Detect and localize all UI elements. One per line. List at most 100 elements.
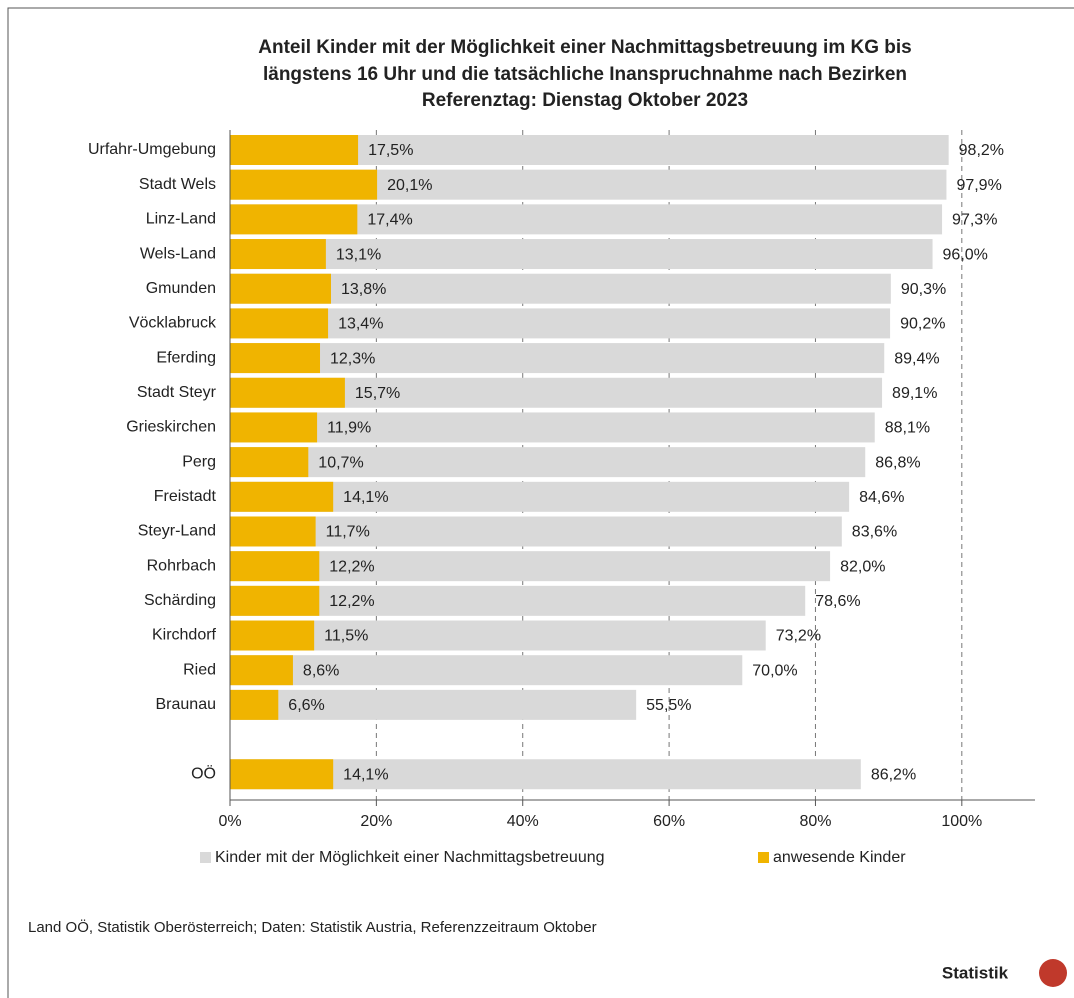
data-label: 13,1%	[336, 246, 381, 263]
data-label: 14,1%	[343, 766, 388, 783]
bar	[230, 620, 315, 651]
data-label: 82,0%	[840, 558, 885, 575]
bar	[230, 516, 316, 547]
data-label: 6,6%	[288, 697, 324, 714]
y-tick-label: Freistadt	[154, 488, 217, 505]
data-label: 97,3%	[952, 212, 997, 229]
chart-title: Anteil Kinder mit der Möglichkeit einer …	[258, 37, 912, 58]
data-label: 11,9%	[327, 420, 371, 437]
data-label: 90,2%	[900, 316, 945, 333]
data-label: 96,0%	[943, 246, 988, 263]
logo-mark	[1039, 959, 1067, 987]
y-tick-label: Urfahr-Umgebung	[88, 141, 216, 158]
x-tick-label: 60%	[653, 813, 685, 830]
bar	[230, 343, 321, 374]
bar	[230, 585, 320, 616]
y-tick-label: Steyr-Land	[138, 523, 216, 540]
legend-label: anwesende Kinder	[773, 849, 906, 866]
bar	[230, 412, 875, 443]
bar	[230, 273, 331, 304]
x-tick-label: 80%	[799, 813, 831, 830]
data-label: 98,2%	[959, 142, 1004, 159]
legend-swatch	[200, 852, 211, 863]
data-label: 15,7%	[355, 385, 400, 402]
y-tick-label: Schärding	[144, 592, 216, 609]
y-tick-label: Grieskirchen	[126, 419, 216, 436]
frame	[7, 7, 1074, 998]
bar	[230, 551, 320, 582]
bar	[230, 239, 933, 270]
bar	[230, 689, 279, 720]
bar	[230, 481, 334, 512]
bar	[230, 135, 359, 165]
data-label: 20,1%	[387, 177, 432, 194]
data-label: 89,1%	[892, 385, 937, 402]
data-label: 13,8%	[341, 281, 386, 298]
data-label: 86,8%	[875, 454, 920, 471]
y-tick-label: Ried	[183, 661, 216, 678]
x-tick-label: 40%	[507, 813, 539, 830]
data-label: 12,2%	[329, 593, 374, 610]
bar	[230, 343, 885, 374]
bar	[230, 689, 637, 720]
data-label: 17,5%	[368, 142, 413, 159]
data-label: 73,2%	[776, 628, 821, 645]
y-tick-label: Stadt Wels	[139, 176, 216, 193]
x-tick-label: 0%	[218, 813, 241, 830]
bar	[230, 447, 309, 478]
bar	[230, 169, 378, 200]
data-label: 97,9%	[956, 177, 1001, 194]
x-tick-label: 100%	[941, 813, 982, 830]
y-tick-label: Braunau	[156, 696, 217, 713]
bar	[230, 308, 329, 339]
legend-swatch	[758, 852, 769, 863]
bar	[230, 551, 831, 582]
data-label: 11,5%	[324, 628, 368, 645]
bar	[230, 447, 866, 478]
bar	[230, 655, 743, 686]
data-label: 70,0%	[752, 662, 797, 679]
bar	[230, 239, 326, 270]
data-label: 55,5%	[646, 697, 691, 714]
data-label: 88,1%	[885, 420, 930, 437]
data-label: 17,4%	[367, 212, 412, 229]
bar	[230, 204, 358, 235]
bar	[230, 412, 318, 443]
bar	[230, 585, 806, 616]
bar	[230, 759, 861, 790]
bar	[230, 308, 891, 339]
y-tick-label: Perg	[182, 453, 216, 470]
y-tick-label: Rohrbach	[147, 557, 216, 574]
legend-label: Kinder mit der Möglichkeit einer Nachmit…	[215, 849, 605, 866]
y-tick-label: Gmunden	[146, 280, 216, 297]
y-tick-label: Kirchdorf	[152, 627, 217, 644]
y-tick-label: Eferding	[156, 349, 216, 366]
bar	[230, 516, 842, 547]
chart-title: längstens 16 Uhr und die tatsächliche In…	[263, 64, 907, 85]
y-tick-label: Wels-Land	[140, 245, 216, 262]
bar	[230, 759, 334, 790]
bar	[230, 655, 293, 686]
data-label: 84,6%	[859, 489, 904, 506]
data-label: 86,2%	[871, 766, 916, 783]
logo: Statistik	[942, 963, 1009, 982]
data-label: 12,3%	[330, 350, 375, 367]
data-label: 83,6%	[852, 524, 897, 541]
y-tick-label: Stadt Steyr	[137, 384, 217, 401]
data-label: 12,2%	[329, 558, 374, 575]
data-label: 90,3%	[901, 281, 946, 298]
chart-title: Referenztag: Dienstag Oktober 2023	[422, 90, 748, 111]
y-tick-label: Vöcklabruck	[129, 315, 217, 332]
data-label: 13,4%	[338, 316, 383, 333]
y-tick-label: Linz-Land	[146, 211, 216, 228]
bar	[230, 377, 345, 408]
y-tick-label: OÖ	[191, 764, 216, 782]
source: Land OÖ, Statistik Oberösterreich; Daten…	[28, 918, 597, 936]
data-label: 10,7%	[318, 454, 363, 471]
data-label: 78,6%	[815, 593, 860, 610]
data-label: 89,4%	[894, 350, 939, 367]
data-label: 11,7%	[326, 524, 370, 541]
data-label: 8,6%	[303, 662, 339, 679]
bar	[230, 620, 766, 651]
